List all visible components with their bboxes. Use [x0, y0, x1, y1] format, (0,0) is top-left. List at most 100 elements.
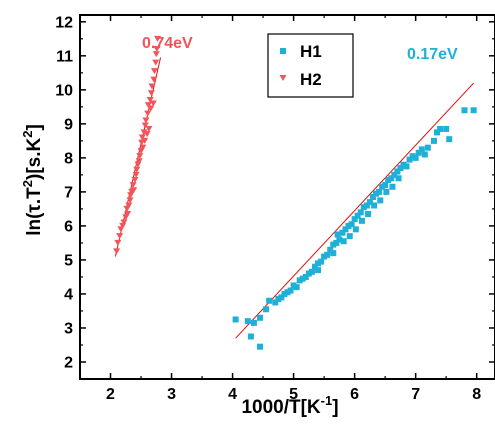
- data-point-h1: [263, 306, 270, 313]
- plot-border: [79, 14, 495, 380]
- data-point-h2: [145, 125, 153, 132]
- data-point-h1: [421, 151, 428, 158]
- legend-label-h2: H2: [300, 70, 322, 89]
- data-point-h1: [293, 284, 300, 291]
- data-point-h1: [400, 161, 407, 168]
- y-axis-ticks: 2 3 4 5 6 7 8 9 10 11 12: [55, 14, 495, 380]
- plot-frame: [79, 14, 495, 380]
- data-point-h2: [154, 35, 162, 42]
- data-point-h2: [131, 176, 139, 183]
- data-point-h2: [147, 90, 155, 97]
- data-point-h2: [136, 153, 144, 160]
- data-point-h2: [143, 131, 151, 138]
- fit-lines: [114, 57, 475, 339]
- data-point-h1: [383, 188, 390, 195]
- data-point-h1: [351, 216, 358, 223]
- data-point-h2: [148, 83, 156, 90]
- data-point-h1: [244, 318, 251, 325]
- data-point-h1: [281, 290, 288, 297]
- y-tick-label: 2: [64, 354, 73, 371]
- legend-box: [267, 33, 354, 98]
- data-point-h1: [385, 176, 392, 183]
- y-tick-label: 5: [64, 252, 73, 269]
- data-point-h1: [232, 316, 239, 323]
- x-tick-label: 2: [106, 386, 115, 403]
- data-point-h1: [365, 211, 372, 218]
- data-point-h2: [124, 211, 132, 218]
- data-point-h1: [290, 282, 297, 289]
- data-point-h1: [376, 188, 383, 195]
- data-point-h1: [318, 258, 325, 265]
- data-point-h1: [430, 137, 437, 144]
- x-tick-label: 7: [411, 386, 420, 403]
- data-point-h2: [149, 100, 157, 107]
- annotation-h1-energy: 0.17eV: [407, 46, 458, 63]
- data-point-h1: [315, 260, 322, 267]
- y-tick-label: 4: [64, 286, 73, 303]
- data-point-h1: [334, 231, 341, 238]
- data-point-h1: [394, 168, 401, 175]
- data-point-h1: [363, 202, 370, 209]
- legend-marker-h1: [280, 48, 286, 54]
- x-tick-label: 6: [350, 386, 359, 403]
- data-point-h1: [377, 197, 384, 204]
- data-point-h1: [434, 129, 441, 136]
- data-point-h2: [135, 158, 143, 165]
- data-point-h2: [113, 248, 121, 255]
- data-point-h1: [418, 146, 425, 153]
- fit-line-h1: [235, 82, 475, 339]
- data-point-h1: [409, 153, 416, 160]
- data-point-h1: [397, 165, 404, 172]
- y-tick-label: 10: [55, 82, 73, 99]
- data-point-h1: [395, 175, 402, 182]
- data-point-h1: [327, 246, 334, 253]
- data-point-h1: [299, 275, 306, 282]
- data-point-h1: [321, 253, 328, 260]
- x-axis-ticks: 2 3 4 5 6 7 8: [79, 15, 481, 403]
- data-point-h2: [116, 233, 124, 240]
- data-point-h2: [141, 122, 149, 129]
- data-point-h1: [330, 241, 337, 248]
- data-point-h2: [146, 97, 154, 104]
- legend: H1 H2: [267, 33, 354, 98]
- data-point-h1: [382, 182, 389, 189]
- data-point-h2: [132, 171, 140, 178]
- data-point-h2: [126, 197, 134, 204]
- data-point-h2: [139, 144, 147, 151]
- data-point-h1: [461, 107, 468, 114]
- data-point-h2: [141, 137, 149, 144]
- data-point-h2: [152, 51, 160, 58]
- y-tick-label: 9: [64, 116, 73, 133]
- y-tick-label: 7: [64, 184, 73, 201]
- y-tick-label: 8: [64, 150, 73, 167]
- data-points: [113, 35, 477, 350]
- data-point-h2: [130, 187, 138, 194]
- data-point-h2: [142, 117, 150, 124]
- data-point-h2: [150, 68, 158, 75]
- x-tick-label: 5: [289, 386, 298, 403]
- data-point-h1: [333, 239, 340, 246]
- data-point-h1: [296, 277, 303, 284]
- x-tick-label: 8: [472, 386, 481, 403]
- data-point-h2: [147, 105, 155, 112]
- y-tick-label: 3: [64, 320, 73, 337]
- data-point-h1: [412, 154, 419, 161]
- data-point-h1: [346, 233, 353, 240]
- data-point-h1: [340, 238, 347, 245]
- data-point-h1: [330, 250, 337, 257]
- data-point-h1: [389, 183, 396, 190]
- data-point-h1: [247, 333, 254, 340]
- data-point-h1: [391, 171, 398, 178]
- data-point-h1: [348, 221, 355, 228]
- data-point-h2: [127, 192, 135, 199]
- data-point-h1: [308, 268, 315, 275]
- y-tick-label: 12: [55, 14, 73, 31]
- x-tick-label: 4: [228, 386, 237, 403]
- x-axis-title: 1000/T[K-1]: [241, 393, 338, 418]
- data-point-h1: [371, 202, 378, 209]
- data-point-h1: [287, 287, 294, 294]
- data-point-h1: [284, 289, 291, 296]
- data-point-h1: [257, 314, 264, 321]
- data-point-h1: [315, 267, 322, 274]
